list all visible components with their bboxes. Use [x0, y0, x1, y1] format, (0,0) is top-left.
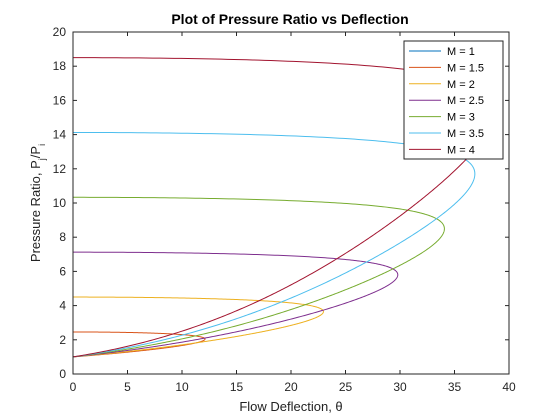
- x-tick-label: 10: [175, 380, 189, 394]
- x-axis-ticks: 0 5 10 15 20 25 30 35 40: [70, 32, 516, 394]
- legend-entry-label: M = 1.5: [447, 62, 484, 74]
- series-line: [73, 196, 445, 358]
- x-tick-label: 35: [448, 380, 462, 394]
- legend-entry-label: M = 2: [447, 79, 475, 91]
- y-axis-label-sub-i: i: [37, 144, 47, 146]
- y-tick-label: 6: [59, 264, 66, 278]
- y-tick-label: 10: [53, 196, 67, 210]
- y-tick-label: 8: [59, 230, 66, 244]
- legend: M = 1 M = 1.5 M = 2 M = 2.5 M = 3 M = 3.5 M = …: [403, 40, 504, 160]
- y-axis-label-mid: /P: [28, 146, 43, 158]
- y-tick-label: 12: [53, 162, 67, 176]
- y-tick-label: 16: [53, 93, 67, 107]
- y-axis-label-main: Pressure Ratio, P: [28, 160, 43, 262]
- chart-title: Plot of Pressure Ratio vs Deflection: [171, 11, 408, 27]
- x-tick-label: 20: [284, 380, 298, 394]
- x-tick-label: 15: [230, 380, 244, 394]
- legend-entry-label: M = 2.5: [447, 95, 484, 107]
- legend-entry-label: M = 3: [447, 112, 475, 124]
- y-tick-label: 4: [59, 299, 66, 313]
- legend-entry-label: M = 3.5: [447, 128, 484, 140]
- x-tick-label: 5: [124, 380, 131, 394]
- x-tick-label: 40: [502, 380, 516, 394]
- x-tick-label: 25: [339, 380, 353, 394]
- y-tick-label: 14: [53, 128, 67, 142]
- legend-entry-label: M = 4: [447, 144, 475, 156]
- legend-entry-label: M = 1: [447, 46, 475, 58]
- x-tick-label: 0: [70, 380, 77, 394]
- series-line: [73, 251, 399, 358]
- series-line: [73, 131, 476, 358]
- y-tick-label: 0: [59, 367, 66, 381]
- x-axis-label: Flow Deflection, θ: [239, 399, 342, 414]
- series-line: [73, 296, 324, 358]
- y-tick-label: 18: [53, 59, 67, 73]
- y-tick-label: 20: [53, 25, 67, 39]
- y-axis-label: Pressure Ratio, Pj/Pi: [28, 144, 47, 262]
- y-axis-label-sub-j: j: [37, 158, 47, 161]
- series-line: [73, 331, 206, 358]
- y-tick-label: 2: [59, 333, 66, 347]
- x-tick-label: 30: [393, 380, 407, 394]
- y-axis-ticks: 0 2 4 6 8 10 12 14 16 18 20: [53, 25, 509, 381]
